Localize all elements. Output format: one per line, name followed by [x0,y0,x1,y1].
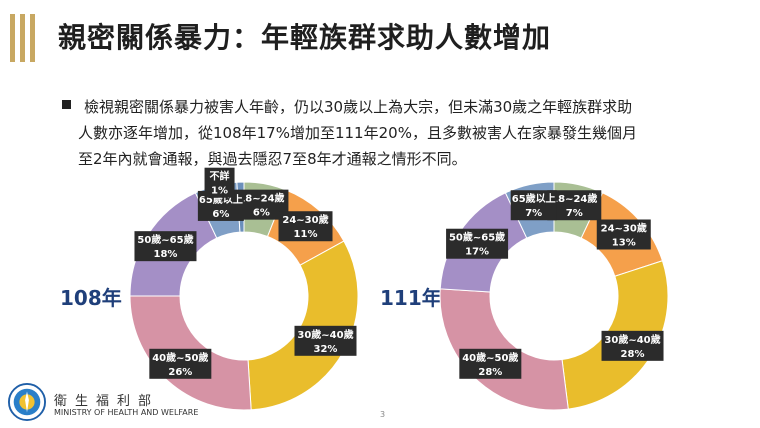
label-category: 24~30歲 [282,213,328,226]
label-category: 30歲~40歲 [604,333,660,346]
data-label-0-2: 30歲~40歲 32% [294,325,357,356]
label-value: 18% [154,249,178,260]
donut-chart-108: 18~24歲 6% 24~30歲 11% 30歲~40歲 32% 40歲~50歲 26% 50歲… [129,167,359,411]
title-decoration [10,14,46,62]
bullet-line: 人數亦逐年增加，從108年17%增加至111年20%，且多數被害人在家暴發生幾個… [78,124,637,142]
data-label-1-1: 24~30歲 13% [596,219,651,250]
label-category: 40歲~50歲 [152,351,208,364]
label-category: 65歲以上 [512,192,556,205]
data-label-0-3: 40歲~50歲 26% [149,348,212,379]
org-name-en: MINISTRY OF HEALTH AND WELFARE [54,408,199,417]
label-category: 不詳 [210,170,230,183]
label-category: 50歲~65歲 [137,233,193,246]
label-value: 13% [612,237,636,248]
label-value: 17% [465,247,489,258]
page-title: 親密關係暴力：年輕族群求助人數增加 [58,21,552,54]
label-value: 28% [478,367,502,378]
data-label-1-3: 40歲~50歲 28% [459,348,522,379]
label-category: 40歲~50歲 [462,351,518,364]
data-label-1-2: 30歲~40歲 28% [601,330,664,361]
label-category: 50歲~65歲 [449,231,505,244]
chart-108-label: 108年 [60,286,122,310]
data-label-0-4: 50歲~65歲 18% [134,231,197,262]
org-name-cn: 衛生福利部 [54,394,160,409]
label-value: 28% [621,349,645,360]
label-value: 11% [294,229,318,240]
chart-111-label: 111年 [380,286,442,310]
page-number: 3 [380,410,386,419]
label-category: 18~24歲 [238,192,284,205]
donut-chart-111: 18~24歲 7% 24~30歲 13% 30歲~40歲 28% 40歲~50歲 28% 50歲… [439,181,669,411]
label-value: 6% [253,208,270,219]
label-value: 26% [168,367,192,378]
label-category: 24~30歲 [601,221,647,234]
label-value: 7% [566,208,583,219]
data-label-1-5: 65歲以上 7% [510,190,557,221]
label-category: 30歲~40歲 [297,328,353,341]
data-label-0-6: 不詳 1% [204,167,235,198]
bullet-paragraph: 檢視親密關係暴力被害人年齡，仍以30歲以上為大宗，但未滿30歲之年輕族群求助 人… [62,94,712,172]
bullet-square-icon [62,100,71,109]
bullet-line: 檢視親密關係暴力被害人年齡，仍以30歲以上為大宗，但未滿30歲之年輕族群求助 [84,98,633,116]
label-category: 18~24歲 [551,192,597,205]
data-label-1-4: 50歲~65歲 17% [446,228,509,259]
label-value: 32% [314,344,338,355]
label-value: 6% [212,209,229,220]
data-label-0-1: 24~30歲 11% [278,211,333,242]
label-value: 7% [525,208,542,219]
label-value: 1% [211,186,228,197]
ministry-logo-icon [8,383,46,421]
donut-slice-0-2 [247,240,359,411]
bullet-line: 至2年內就會通報，與過去隱忍7至8年才通報之情形不同。 [78,150,467,168]
